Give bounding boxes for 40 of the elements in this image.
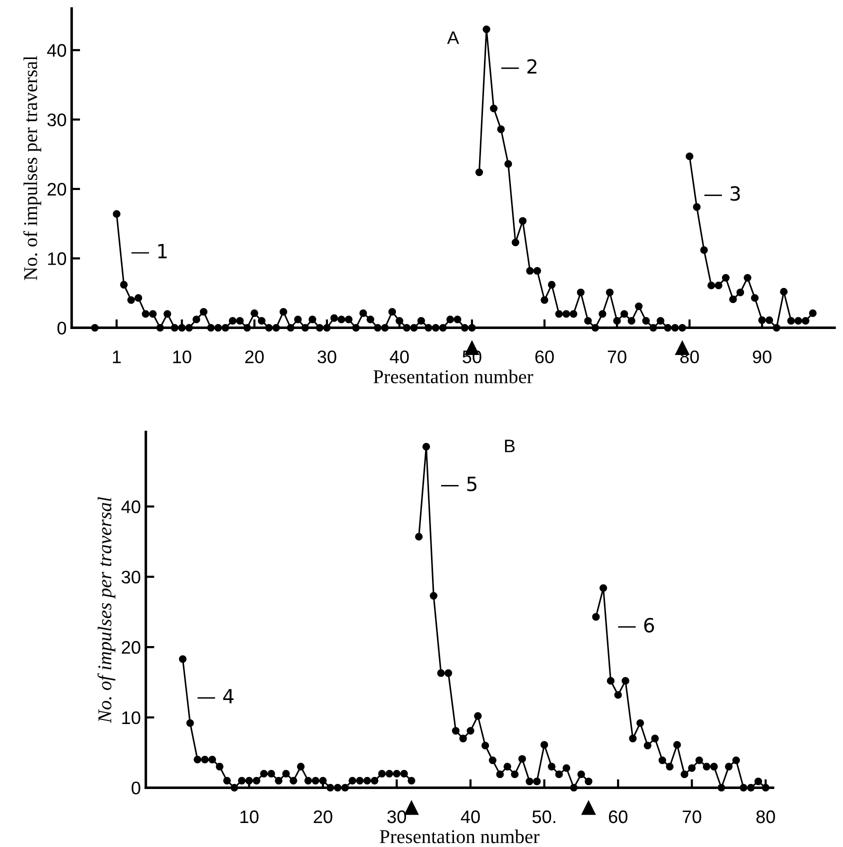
x-tick-label: 20 [245, 350, 264, 364]
y-tick-label: 10 [122, 711, 140, 724]
x-tick-label: 60 [608, 810, 628, 824]
x-tick-label: 40 [460, 810, 480, 824]
text: ▲ [581, 800, 596, 815]
y-tick-label: 0 [57, 322, 66, 335]
chart-title: B [505, 440, 515, 452]
text: A [447, 31, 460, 44]
x-tick-label: 20 [314, 810, 332, 824]
x-axis-title: Presentation number [373, 370, 534, 384]
y-axis-title: No. of impulses per traversal [23, 56, 42, 280]
x-tick-label: 80 [756, 810, 775, 824]
y-tick-label: 20 [48, 182, 66, 196]
y-tick-label: 0 [132, 782, 140, 794]
x-tick-label: 70 [608, 350, 626, 364]
x-tick-label: 10 [240, 810, 258, 824]
x-tick-label: 60 [535, 350, 554, 364]
x-tick-label: 90 [752, 350, 772, 364]
x-tick-label: 70 [682, 810, 702, 824]
y-tick-label: 40 [47, 44, 66, 57]
x-tick-label: 30 [387, 810, 406, 824]
y-tick-label: 30 [47, 113, 66, 126]
y-tick-label: 30 [122, 570, 140, 584]
y-tick-label: 10 [48, 252, 66, 266]
x-axis-title: Presentation number [380, 830, 540, 844]
annotation: — 3 [704, 186, 740, 201]
y-tick-label: 40 [121, 500, 140, 514]
x-tick-label: 1 [112, 350, 121, 364]
y-tick-label: 20 [122, 641, 140, 654]
x-tick-label: 30 [318, 350, 336, 364]
x-tick-label: 50. [532, 810, 556, 824]
x-tick-label: 10 [173, 350, 192, 364]
annotation: — 1 [131, 244, 167, 258]
x-tick-label: 40 [390, 350, 409, 364]
text: ▲ [404, 800, 419, 815]
y-axis-title: No. of impulses per traversal [98, 497, 116, 724]
annotation: — 5 [441, 476, 476, 492]
annotation: — 4 [198, 689, 234, 704]
annotation: — 2 [501, 59, 536, 74]
annotation: — 6 [618, 618, 654, 633]
